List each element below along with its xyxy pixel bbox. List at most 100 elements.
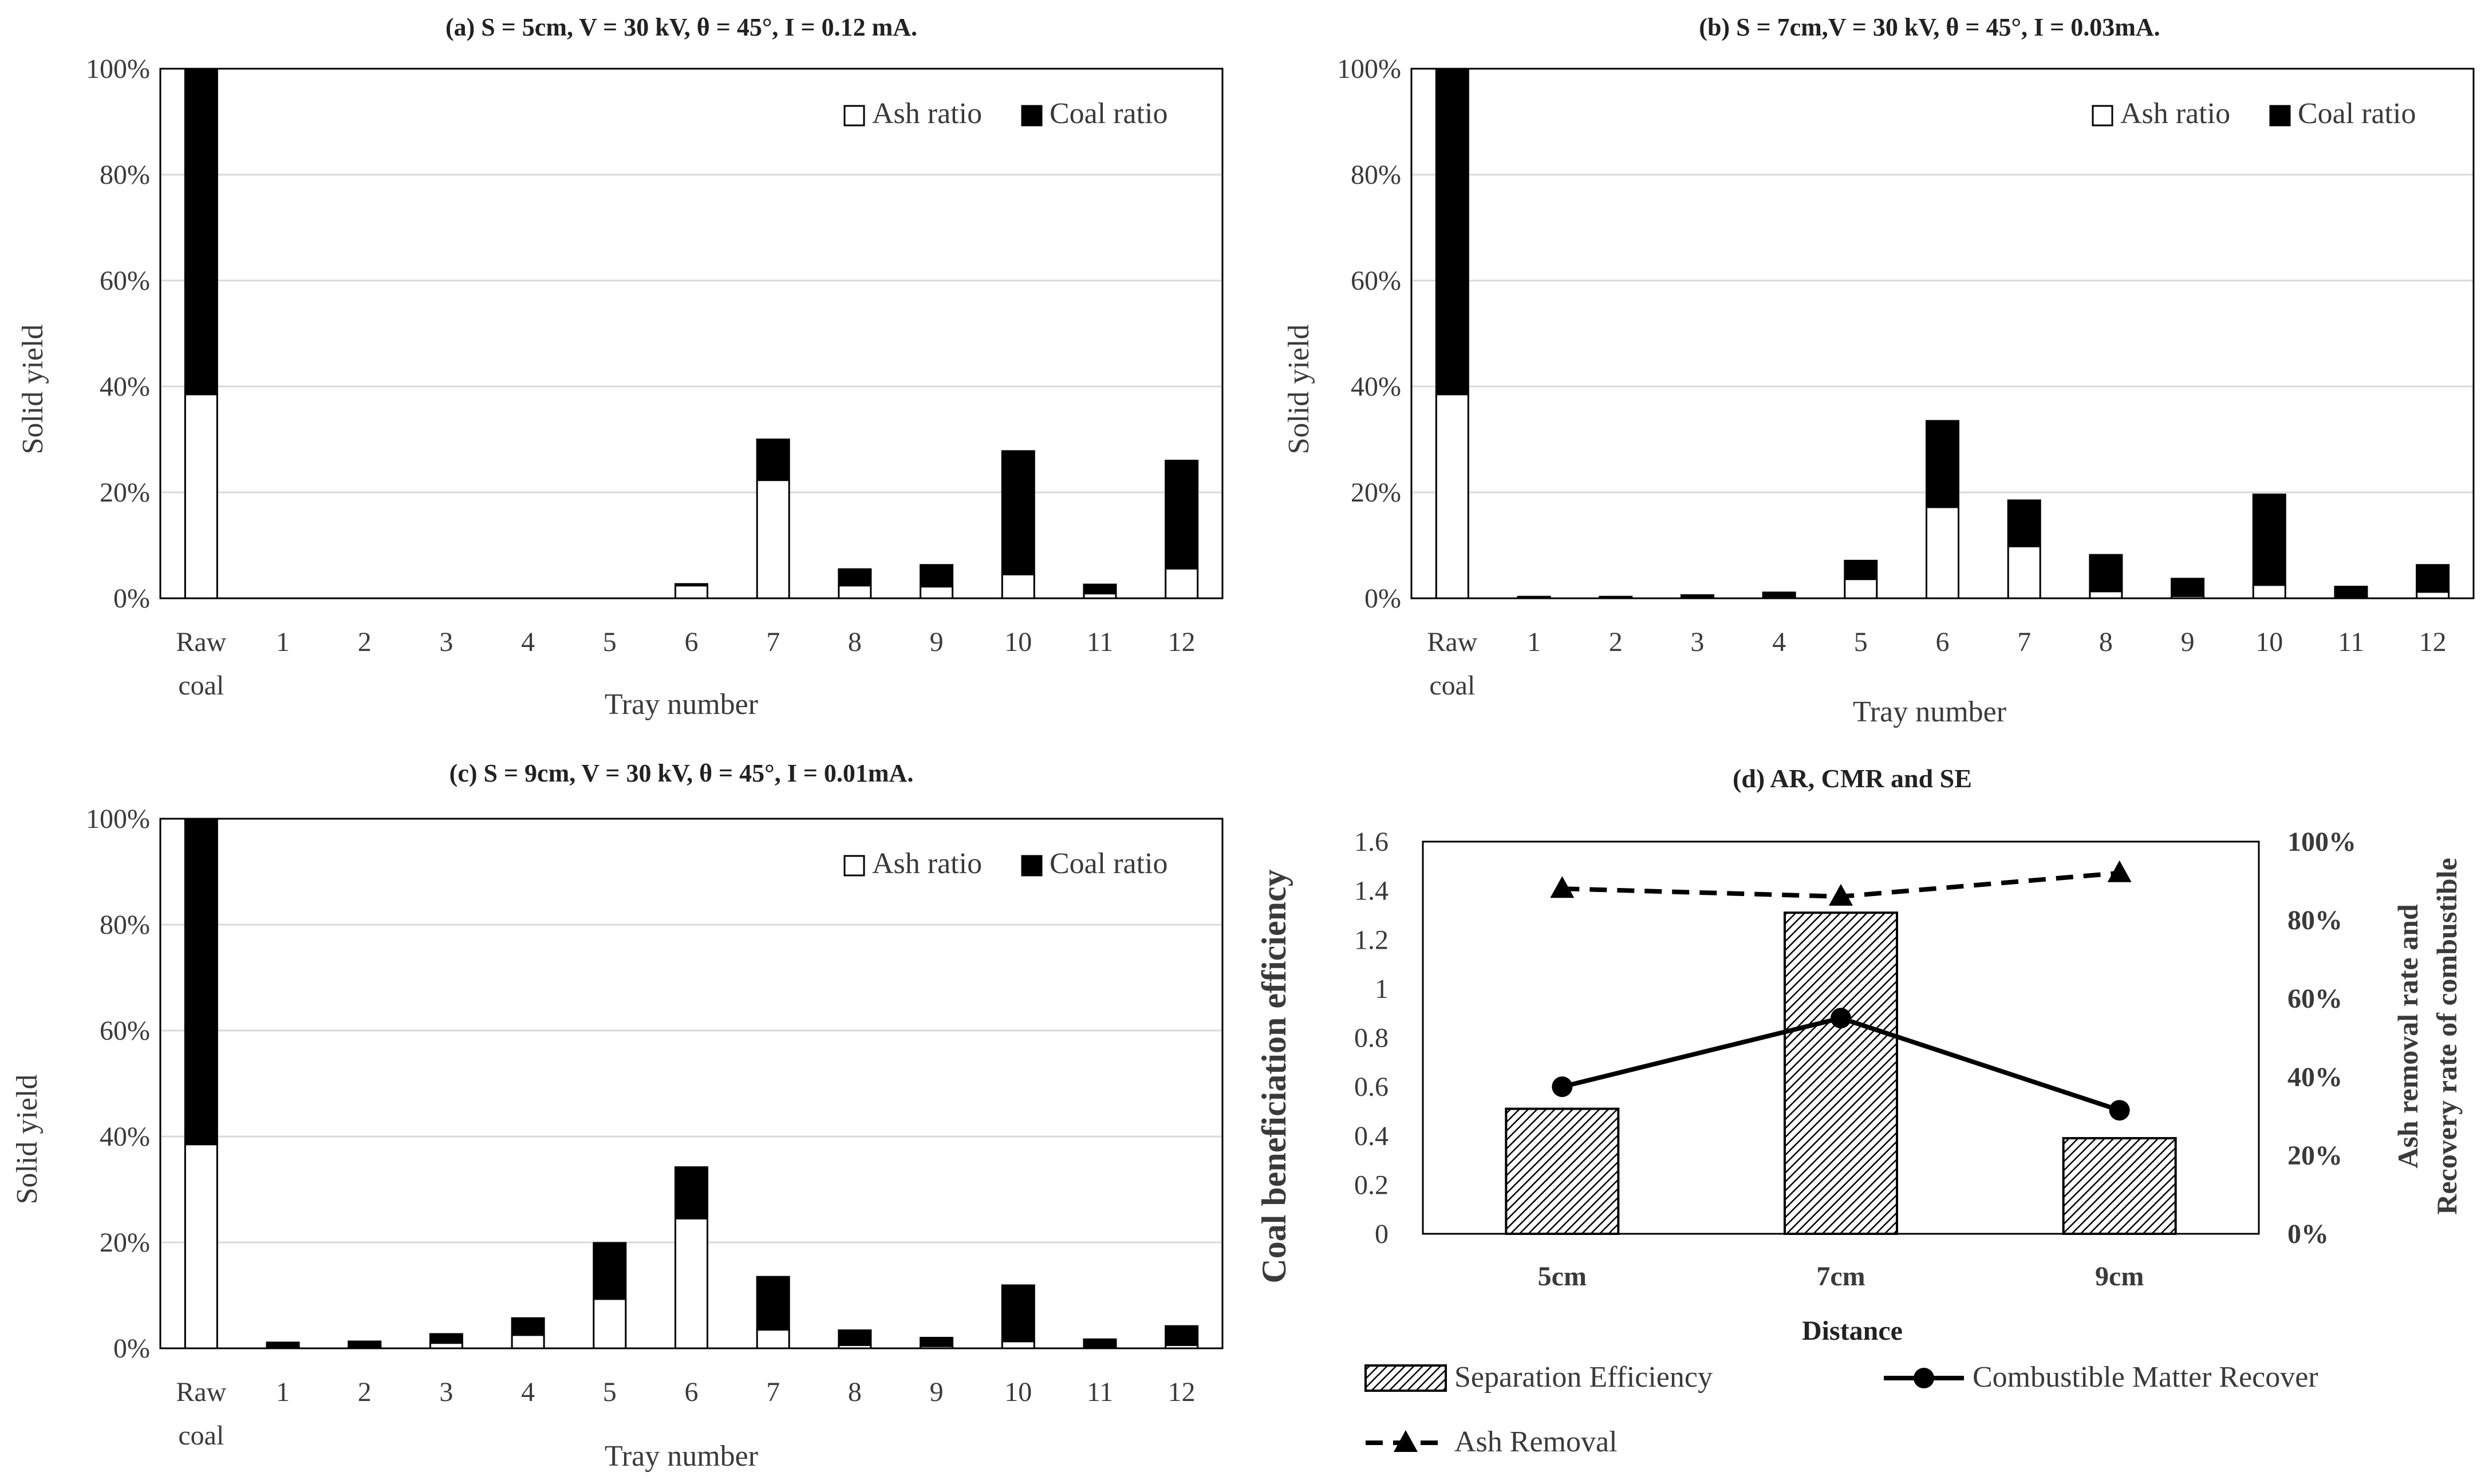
marker-ash-removal [1829,883,1853,906]
bar-ash-ratio [756,479,790,599]
x-tick-label: 9 [2181,627,2195,657]
y-tick-label: 0.4 [1354,1121,1389,1151]
bar-coal-ratio [2252,494,2286,586]
panel-c: (c) S = 9cm, V = 30 kV, θ = 45°, I = 0.0… [11,759,1224,1473]
bar-coal-ratio [429,1333,463,1344]
x-tick-label: 7 [766,1377,780,1407]
y-tick-label: 100% [86,54,150,84]
legend-label-separation-efficiency: Separation Efficiency [1454,1361,1713,1394]
bar-ash-ratio [184,393,218,599]
panel-a: (a) S = 5cm, V = 30 kV, θ = 45°, I = 0.1… [17,13,1224,721]
legend-label-ash: Ash ratio [2120,97,2230,130]
plot-d: 0 0.2 0.4 0.6 0.8 1 1.2 1.4 1.6 0% 20% 40% 60% 80% 100… [1255,827,2463,1458]
bar-coal-ratio [1435,68,1469,396]
y-tick-label: 40% [1351,372,1401,402]
y-tick-label: 1.6 [1354,827,1389,857]
legend: Ash ratio Coal ratio [843,97,1168,130]
legend-label-coal: Coal ratio [1050,847,1168,880]
x-tick-label: 3 [439,1377,453,1407]
x-tick-label: coal [178,670,224,701]
x-tick-label: 6 [1936,627,1950,657]
y2-axis-label-line2: Recovery rate of combustible [2431,858,2463,1214]
legend-label-ash: Ash ratio [872,97,982,130]
bar-coal-ratio [1844,559,1878,581]
x-tick-label: 10 [1004,627,1032,657]
x-axis-label-d: Distance [1802,1316,1903,1346]
legend-d: Separation Efficiency Combustible Matter … [1364,1361,2318,1458]
bar-ash-ratio [674,1217,708,1349]
marker-ash-removal [1550,876,1575,898]
legend-label-combustible-matter-recover: Combustible Matter Recover [1973,1361,2318,1394]
y2-tick-label: 80% [2287,905,2342,936]
bar-ash-ratio [1001,1340,1035,1349]
x-tick-label: 5 [603,627,617,657]
legend: Ash ratio Coal ratio [843,847,1168,880]
bar-coal-ratio [184,68,218,396]
x-axis-label-b: Tray number [1853,696,2006,728]
x-tick-label: 11 [1087,627,1113,657]
x-axis-label-a: Tray number [605,688,758,721]
y-tick-label: 20% [1351,477,1401,508]
bar-coal-ratio [2089,554,2123,593]
x-tick-label: 9 [930,627,944,657]
x-tick-label: 3 [1690,627,1704,657]
chart-title-b: (b) S = 7cm,V = 30 kV, θ = 45°, I = 0.03… [1699,13,2160,41]
legend: Ash ratio Coal ratio [2092,97,2416,130]
x-tick-label: Raw [1427,627,1477,657]
legend-label-ash-removal: Ash Removal [1454,1426,1618,1458]
x-tick-label: 2 [358,627,372,657]
bar-ash-ratio [2416,591,2450,599]
x-tick-label: 5cm [1538,1261,1587,1292]
x-tick-label: 11 [2338,627,2364,657]
bar-coal-ratio [1001,1284,1035,1343]
plot-frame [1410,68,2475,599]
x-tick-label: 10 [2255,627,2283,657]
chart-title-d: (d) AR, CMR and SE [1733,764,1972,793]
bar-ash-ratio [1844,578,1878,599]
x-tick-label: 7 [766,627,780,657]
x-tick-label: coal [178,1420,224,1451]
y-tick-label: 80% [100,910,150,940]
x-tick-label: coal [1429,670,1475,701]
x-tick-label: 12 [1168,627,1196,657]
bar-coal-ratio [2171,578,2205,597]
legend-marker-combustible-matter-recover [1914,1368,1934,1388]
x-tick-label: 2 [1609,627,1623,657]
bar-ash-ratio [838,585,872,599]
y-tick-label: 0.8 [1354,1023,1389,1053]
x-tick-label: 4 [1772,627,1786,657]
y-tick-label: 60% [1351,266,1401,296]
y-tick-label: 20% [100,1228,150,1258]
legend-label-coal: Coal ratio [1050,97,1168,130]
bar-ash-ratio [2089,590,2123,599]
marker-combustible-matter-recover [1552,1076,1573,1098]
bar-coal-ratio [1165,1325,1199,1346]
y-tick-label: 40% [100,372,150,402]
x-tick-label: 12 [2419,627,2447,657]
y-tick-label: 40% [100,1122,150,1152]
bar-coal-ratio [1083,583,1117,595]
panel-d: (d) AR, CMR and SE 0 0.2 0.4 0.6 0.8 1 1.2 1.4 1… [1255,764,2463,1458]
x-tick-label: 3 [439,627,453,657]
legend-swatch-coal [1021,105,1043,127]
legend-swatch-ash [843,105,865,127]
bar-ash-ratio [1435,393,1469,599]
bar-coal-ratio [920,564,954,588]
x-tick-label: 8 [848,627,862,657]
chart-title-c: (c) S = 9cm, V = 30 kV, θ = 45°, I = 0.0… [449,759,914,787]
marker-combustible-matter-recover [1831,1008,1851,1029]
y-axis-label-a: Solid yield [17,325,49,455]
plot-frame [159,818,1224,1349]
y-axis-label-b: Solid yield [1283,325,1315,455]
x-tick-label: 6 [685,627,699,657]
y-tick-label: 100% [86,804,150,834]
y-tick-label: 60% [100,1016,150,1046]
bar-ash-ratio [756,1329,790,1349]
bar-separation-efficiency [2062,1137,2177,1235]
x-tick-label: 7 [2017,627,2031,657]
bar-coal-ratio [920,1337,954,1347]
